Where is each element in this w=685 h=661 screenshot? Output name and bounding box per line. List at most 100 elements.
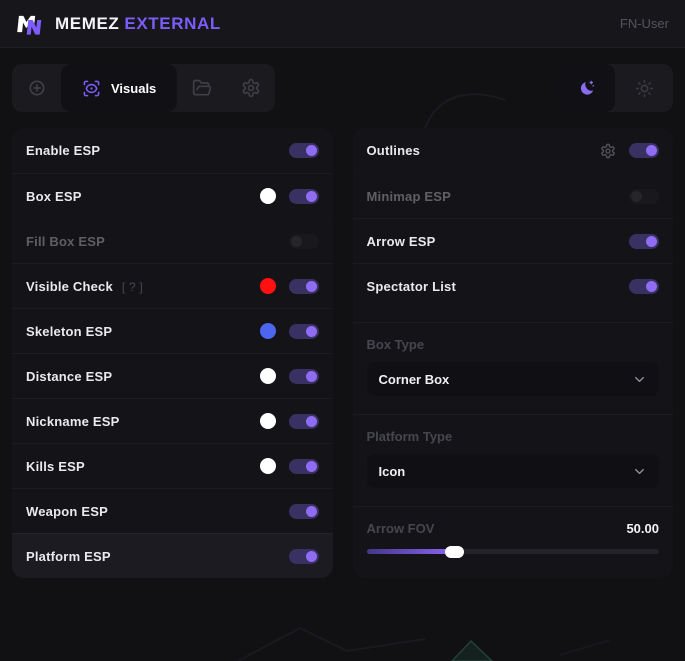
folder-icon	[192, 79, 211, 96]
left-esp-panel: Enable ESP Box ESP Fill Box ESP Visible …	[12, 128, 333, 578]
toolbar-row: Visuals	[12, 64, 673, 112]
setting-row-arrow-esp: Arrow ESP	[353, 218, 674, 263]
tab-visuals[interactable]: Visuals	[61, 64, 178, 112]
theme-light-button[interactable]	[615, 64, 673, 112]
toggle[interactable]	[629, 233, 659, 249]
toggle-knob	[631, 190, 642, 202]
toggle-knob	[305, 505, 317, 517]
setting-row-kills-esp: Kills ESP	[12, 443, 333, 488]
theme-dark-button[interactable]	[557, 64, 615, 112]
toggle[interactable]	[288, 278, 319, 294]
setting-label: Outlines	[366, 143, 421, 158]
toggle[interactable]	[288, 458, 319, 474]
right-esp-panel: Outlines Minimap ESP Arrow ESP Spectator…	[352, 128, 674, 578]
title-bar: MEMEZ EXTERNAL FN-User	[0, 0, 685, 48]
outline-settings-gear-icon[interactable]	[600, 143, 616, 159]
scan-eye-icon	[83, 80, 100, 96]
arrow-fov-label: Arrow FOV	[366, 521, 435, 536]
box-type-label: Box Type	[366, 337, 425, 352]
toggle[interactable]	[288, 323, 319, 339]
moon-icon	[580, 80, 594, 95]
memez-logo-icon	[17, 15, 42, 35]
setting-label: Box ESP	[26, 188, 82, 204]
toggle[interactable]	[288, 503, 319, 519]
setting-label: Spectator List	[366, 278, 456, 294]
chevron-down-icon	[635, 468, 644, 474]
tab-aimbot[interactable]	[12, 64, 61, 112]
color-swatch[interactable]	[259, 458, 276, 474]
help-hint: [ ? ]	[121, 279, 143, 294]
slider-fill	[366, 545, 465, 558]
brand-accent: EXTERNAL	[124, 13, 221, 33]
setting-row-visible-check: Visible Check [ ? ]	[12, 263, 333, 308]
sun-icon	[635, 79, 653, 97]
toggle-knob	[305, 550, 317, 562]
platform-type-select[interactable]: Icon	[366, 454, 659, 488]
setting-row-minimap-esp: Minimap ESP	[353, 173, 674, 218]
setting-row-weapon-esp: Weapon ESP	[12, 488, 333, 533]
setting-label: Distance ESP	[26, 368, 113, 384]
setting-label: Nickname ESP	[26, 413, 120, 429]
box-type-select[interactable]: Corner Box	[366, 362, 659, 396]
toggle[interactable]	[629, 143, 659, 158]
toggle-knob	[305, 325, 317, 337]
brand-text: MEMEZ EXTERNAL	[55, 14, 221, 34]
slider-knob[interactable]	[445, 545, 465, 558]
platform-type-value: Icon	[378, 463, 406, 479]
tab-settings[interactable]	[226, 64, 275, 112]
box-type-value: Corner Box	[378, 371, 450, 387]
setting-row-spectator-list: Spectator List	[353, 263, 674, 308]
color-swatch[interactable]	[259, 188, 276, 204]
toggle-knob	[305, 145, 317, 156]
toggle-knob	[646, 235, 657, 247]
arrow-fov-slider[interactable]	[366, 545, 659, 558]
setting-row-skeleton-esp: Skeleton ESP	[12, 308, 333, 353]
platform-type-label: Platform Type	[366, 429, 453, 444]
color-swatch[interactable]	[259, 368, 276, 384]
toggle-knob	[305, 415, 317, 427]
toggle[interactable]	[288, 233, 319, 249]
setting-row-platform-esp: Platform ESP	[12, 533, 333, 578]
setting-row-box-esp: Box ESP	[12, 173, 333, 218]
toggle-knob	[290, 235, 302, 247]
toggle[interactable]	[288, 548, 319, 564]
setting-label: Kills ESP	[26, 458, 85, 474]
toggle[interactable]	[288, 143, 319, 158]
box-type-group: Box Type Corner Box	[353, 322, 674, 396]
setting-row-nickname-esp: Nickname ESP	[12, 398, 333, 443]
toggle-knob	[305, 460, 317, 472]
color-swatch[interactable]	[259, 278, 276, 294]
setting-row-outlines: Outlines	[353, 128, 674, 173]
toggle[interactable]	[629, 188, 659, 204]
toggle[interactable]	[288, 188, 319, 204]
crosshair-icon	[29, 80, 44, 96]
toggle-knob	[646, 280, 657, 292]
arrow-fov-value: 50.00	[626, 521, 659, 536]
user-label: FN-User	[619, 16, 669, 31]
toggle[interactable]	[288, 413, 319, 429]
setting-row-distance-esp: Distance ESP	[12, 353, 333, 398]
toggle-knob	[305, 190, 317, 202]
setting-label: Minimap ESP	[366, 188, 452, 204]
tab-configs[interactable]	[177, 64, 226, 112]
toggle[interactable]	[629, 278, 659, 294]
arrow-fov-group: Arrow FOV 50.00	[353, 506, 674, 558]
settings-panels: Enable ESP Box ESP Fill Box ESP Visible …	[12, 128, 673, 578]
setting-label: Fill Box ESP	[26, 233, 105, 249]
color-swatch[interactable]	[259, 323, 276, 339]
color-swatch[interactable]	[259, 413, 276, 429]
toggle-knob	[305, 280, 317, 292]
brand: MEMEZ EXTERNAL	[16, 11, 221, 37]
tab-visuals-label: Visuals	[111, 80, 157, 96]
brand-primary: MEMEZ	[55, 13, 120, 33]
setting-label: Platform ESP	[26, 548, 111, 564]
setting-label: Visible Check [ ? ]	[26, 279, 143, 294]
setting-label: Arrow ESP	[366, 233, 436, 249]
chevron-down-icon	[635, 376, 644, 382]
toggle[interactable]	[288, 368, 319, 384]
gear-icon	[242, 78, 260, 98]
setting-label: Skeleton ESP	[26, 323, 113, 339]
theme-toggle	[557, 64, 673, 112]
setting-row-enable-esp: Enable ESP	[12, 128, 333, 173]
setting-label: Enable ESP	[26, 143, 101, 158]
